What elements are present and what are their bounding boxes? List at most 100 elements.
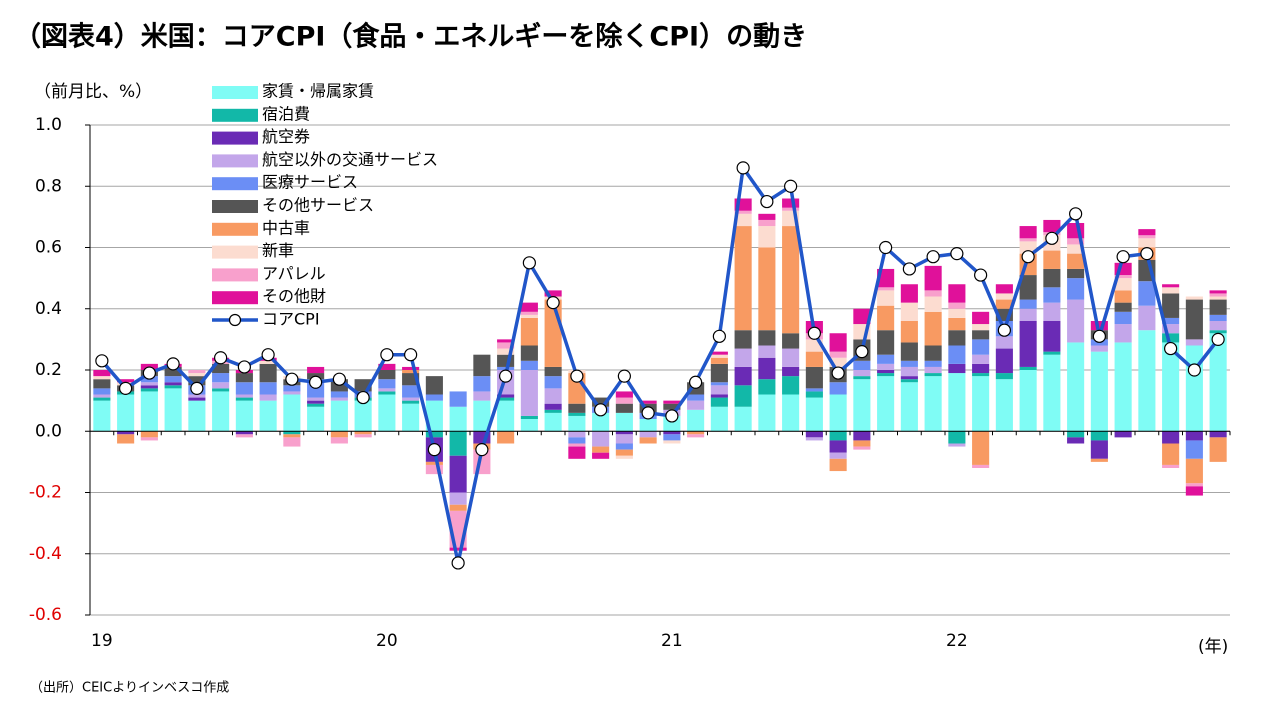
- bar-segment: [972, 330, 990, 340]
- legend-swatch: [212, 222, 258, 236]
- bar-segment: [568, 437, 586, 444]
- bar-segment: [235, 431, 253, 435]
- bar-segment: [259, 394, 277, 401]
- core-cpi-point: [689, 375, 703, 389]
- bar-segment: [93, 400, 111, 432]
- core-cpi-point: [997, 323, 1011, 337]
- bar-segment: [948, 345, 966, 364]
- bar-segment: [449, 455, 467, 493]
- bar-segment: [1114, 324, 1132, 343]
- bar-segment: [520, 345, 538, 361]
- bar-segment: [734, 406, 752, 432]
- bar-segment: [995, 379, 1013, 432]
- bar-segment: [615, 434, 633, 444]
- bar-segment: [1043, 354, 1061, 432]
- bar-segment: [877, 305, 895, 331]
- bar-segment: [1114, 311, 1132, 325]
- legend-marker: [228, 313, 242, 327]
- bar-segment: [283, 437, 301, 447]
- bar-segment: [568, 403, 586, 413]
- bar-segment: [829, 440, 847, 453]
- bar-segment: [1043, 250, 1061, 269]
- bar-segment: [1162, 284, 1180, 288]
- bar-segment: [615, 412, 633, 432]
- bar-segment: [1209, 330, 1227, 334]
- bar-segment: [378, 388, 396, 392]
- legend: 家賃・帰属家賃宿泊費航空券航空以外の交通サービス医療サービスその他サービス中古車…: [212, 82, 438, 329]
- bar-segment: [972, 373, 990, 377]
- bar-segment: [93, 370, 111, 377]
- core-cpi-point: [617, 369, 631, 383]
- bar-segment: [164, 385, 182, 389]
- x-tick-label: 22: [946, 631, 968, 651]
- bar-segment: [425, 400, 443, 432]
- bar-segment: [900, 342, 918, 361]
- bar-segment: [853, 440, 871, 447]
- bar-segment: [402, 366, 420, 370]
- bar-segment: [1067, 253, 1085, 269]
- bar-segment: [188, 370, 206, 374]
- bar-segment: [1209, 437, 1227, 462]
- bar-segment: [734, 348, 752, 367]
- bar-segment: [259, 382, 277, 395]
- core-cpi-point: [760, 194, 774, 209]
- bar-segment: [1019, 366, 1037, 370]
- y-axis-label: （前月比、%）: [34, 82, 152, 102]
- source: （出所）CEICよりインベスコ作成: [30, 681, 229, 696]
- bar-segment: [544, 299, 562, 367]
- bar-segment: [995, 299, 1013, 309]
- bar-segment: [1019, 370, 1037, 432]
- bar-segment: [592, 412, 610, 432]
- bar-segment: [639, 419, 657, 432]
- bar-segment: [1162, 317, 1180, 325]
- legend-label: その他財: [262, 287, 326, 306]
- legend-swatch: [212, 177, 258, 191]
- core-cpi-point: [665, 409, 679, 423]
- bar-segment: [188, 376, 206, 386]
- bar-segment: [853, 376, 871, 380]
- bar-segment: [853, 431, 871, 441]
- bar-segment: [544, 376, 562, 389]
- core-cpi-point: [570, 369, 584, 383]
- bar-segment: [734, 213, 752, 227]
- bar-segment: [1043, 287, 1061, 303]
- bar-segment: [592, 397, 610, 407]
- bar-segment: [948, 284, 966, 303]
- bar-segment: [924, 265, 942, 291]
- bar-segment: [710, 406, 728, 432]
- bar-segment: [639, 431, 657, 438]
- bar-segment: [568, 415, 586, 432]
- bar-segment: [164, 388, 182, 432]
- bar-segment: [1138, 229, 1156, 236]
- legend-swatch: [212, 154, 258, 168]
- bar-segment: [710, 363, 728, 383]
- bar-segment: [924, 376, 942, 432]
- bar-segment: [1209, 321, 1227, 331]
- bar-segment: [140, 385, 158, 389]
- bar-segment: [877, 363, 895, 370]
- bar-segment: [164, 366, 182, 377]
- legend-label: 宿泊費: [262, 104, 310, 123]
- bar-segment: [1162, 431, 1180, 444]
- bar-segment: [1043, 268, 1061, 288]
- bar-segment: [93, 388, 111, 395]
- bar-segment: [1019, 241, 1037, 254]
- bar-segment: [378, 394, 396, 432]
- bar-segment: [212, 373, 230, 383]
- legend-label: アパレル: [262, 264, 326, 283]
- bar-segment: [592, 452, 610, 459]
- bar-segment: [1114, 275, 1132, 279]
- bar-segment: [1138, 235, 1156, 239]
- bar-segment: [663, 440, 681, 444]
- bar-segment: [1185, 345, 1203, 432]
- bar-segment: [1162, 324, 1180, 334]
- bar-segment: [283, 385, 301, 392]
- core-cpi-point: [119, 381, 133, 395]
- bar-segment: [1067, 278, 1085, 300]
- bar-segment: [948, 317, 966, 331]
- bar-segment: [853, 446, 871, 450]
- bar-segment: [687, 394, 705, 401]
- y-tick-label: 0.4: [35, 299, 62, 319]
- bar-segment: [283, 391, 301, 395]
- y-tick-label: 0.2: [35, 360, 62, 380]
